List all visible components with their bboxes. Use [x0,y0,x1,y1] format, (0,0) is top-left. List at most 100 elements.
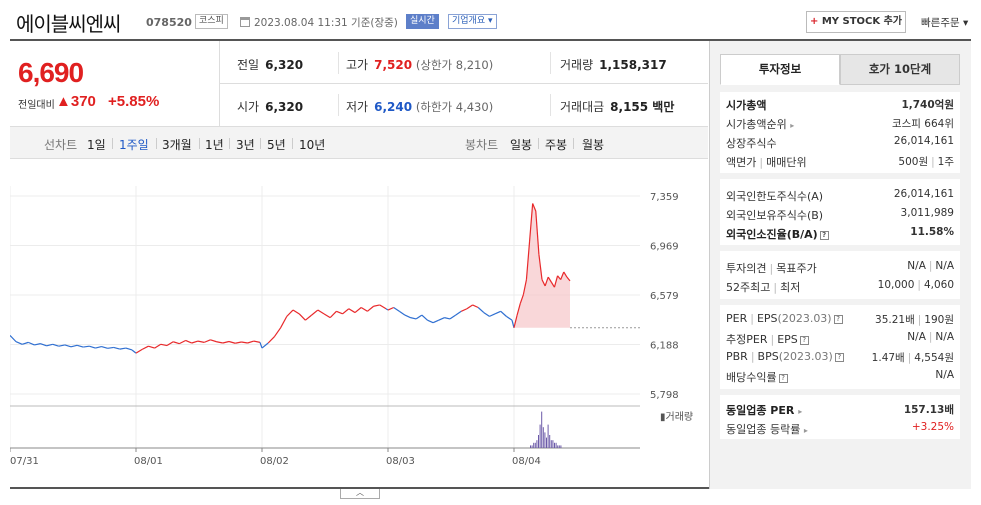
trade-amount: 거래대금 8,155 백만 [560,98,674,115]
price-line-segment [560,271,565,280]
chart-divider [10,487,971,489]
price-line-segment [76,344,84,348]
quick-order-button[interactable]: 빠른주문 ▾ [921,17,969,29]
price-line-segment [311,309,319,316]
volume-bar [554,442,555,448]
price-panel: 6,690 전일대비 ▲370 +5.85% [10,41,220,126]
tab-separator [538,138,539,149]
price-line-segment [323,313,331,319]
tab-orderbook[interactable]: 호가 10단계 [840,54,960,85]
shares-label: 상장주식수 [726,137,777,150]
price-line-segment [280,316,288,329]
divider [550,94,551,116]
y-tick-label: 6,579 [650,291,679,302]
tab-1w[interactable]: 1주일 [119,138,149,152]
divider [220,83,708,84]
price-line-segment [46,343,53,347]
sector-change-row[interactable]: 동일업종 등락률 ▸ +3.25% [720,418,960,437]
line-chart-label: 선차트 [44,138,78,152]
price-line-segment [410,317,417,320]
expand-chart-button[interactable]: ︿ [340,489,380,499]
add-mystock-button[interactable]: + MY STOCK 추가 [806,11,906,33]
price-line-segment [166,341,174,347]
sector-per-row[interactable]: 동일업종 PER ▸ 157.13배 [720,399,960,418]
foreign-ratio-row: 외국인소진율(B/A)? 11.58% [720,223,960,242]
price-line-segment [415,314,423,320]
price-line-segment [553,275,559,288]
market-badge: 코스피 [195,14,228,29]
volume-bar [550,440,552,448]
price-line-segment [247,340,254,344]
help-icon[interactable]: ? [778,374,788,383]
price-line-segment [557,275,562,280]
tab-separator [260,138,261,149]
price-line-segment [203,339,211,343]
pbr-label: PBR | BPS(2023.03)? [726,350,844,363]
low-label: 저가 [346,100,369,114]
price-line-segment [550,281,555,288]
tab-separator [199,138,200,149]
price-line-segment [10,334,17,343]
volume-bar [533,442,535,448]
price-line-segment [125,347,133,351]
price-line-segment [387,306,394,311]
price-line-segment [354,307,362,314]
volume-bar [549,435,551,448]
tab-1y[interactable]: 1년 [205,138,224,152]
realtime-badge[interactable]: 실시간 [406,14,439,29]
open-value: 6,320 [265,100,304,114]
price-line-segment [95,345,102,349]
price-line-segment [40,343,47,347]
volume-bar [552,440,554,448]
price-line-segment [566,276,571,282]
volume-bar [560,445,562,448]
price-line-segment [477,307,485,314]
tab-5y[interactable]: 5년 [267,138,286,152]
low-value: 6,240 [374,100,413,114]
opinion-box: 투자의견 | 목표주가 N/A | N/A 52주최고 | 최저 10,000 | 4,060 [720,251,960,299]
price-chart[interactable]: 7,359 6,969 6,579 6,188 5,798 07/31 08/01 08/02… [10,160,708,486]
tab-3m[interactable]: 3개월 [162,138,192,152]
tab-weekly[interactable]: 주봉 [545,138,568,152]
price-change-percent: +5.85% [108,93,160,110]
price-line-segment [15,341,23,345]
shares-row: 상장주식수 26,014,161 [720,132,960,151]
foreign-limit-value: 26,014,161 [893,188,954,200]
volume: 거래량 1,158,317 [560,56,667,73]
tab-10y[interactable]: 10년 [299,138,326,152]
price-line-segment [101,345,108,349]
help-icon[interactable]: ? [834,353,844,362]
tab-3y[interactable]: 3년 [236,138,255,152]
price-line-segment [286,309,294,317]
dividend-row: 배당수익률? N/A [720,366,960,385]
x-tick-label: 08/02 [260,456,289,467]
tab-monthly[interactable]: 월봉 [582,138,605,152]
price-line-segment [494,310,501,315]
price-line-segment [516,303,521,316]
company-info-button[interactable]: 기업개요 ▾ [448,14,497,29]
x-tick-label: 07/31 [10,456,39,467]
par-value: 500원 | 1주 [898,156,954,168]
tab-separator [229,138,230,149]
foreign-hold-row: 외국인보유주식수(B) 3,011,989 [720,204,960,223]
tab-daily[interactable]: 일봉 [510,138,533,152]
price-line-segment [373,304,380,307]
help-icon[interactable]: ? [819,231,829,240]
x-tick-label: 08/01 [134,456,163,467]
help-icon[interactable]: ? [833,315,843,324]
volume-bar [555,442,557,448]
price-line-segment [267,336,275,344]
tab-invest-info[interactable]: 투자정보 [720,54,840,85]
price-line-segment [261,342,269,349]
market-cap-rank-label: 시가총액순위 ▸ [726,118,795,131]
add-mystock-label: MY STOCK 추가 [818,16,903,27]
help-icon[interactable]: ? [799,336,809,345]
tab-1d[interactable]: 1일 [87,138,106,152]
sector-box: 동일업종 PER ▸ 157.13배 동일업종 등락률 ▸ +3.25% [720,395,960,439]
tab-separator [573,138,574,149]
price-line-segment [432,319,439,324]
market-cap-rank-row[interactable]: 시가총액순위 ▸ 코스피 664위 [720,113,960,132]
sector-change-value: +3.25% [911,421,954,433]
divider [338,94,339,116]
market-cap-row: 시가총액 1,740억원 [720,94,960,113]
